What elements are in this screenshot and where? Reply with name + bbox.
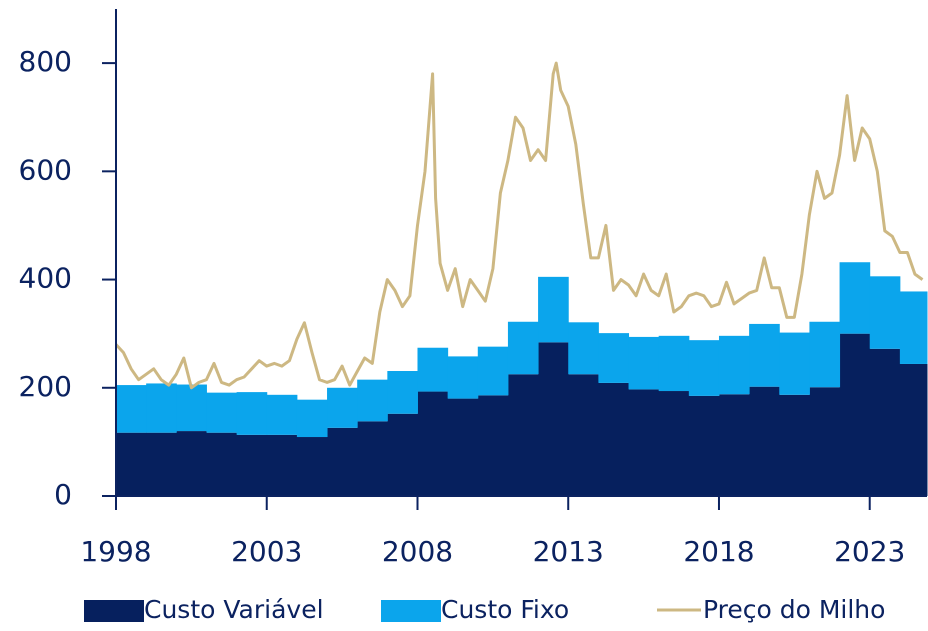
y-tick-label: 0 bbox=[54, 478, 72, 511]
x-tick-label: 1998 bbox=[80, 535, 151, 568]
area-step bbox=[658, 391, 690, 496]
area-step bbox=[507, 321, 539, 375]
x-tick-label: 2023 bbox=[834, 535, 905, 568]
area-step bbox=[357, 379, 388, 422]
y-tick-label: 400 bbox=[19, 262, 72, 295]
area-step bbox=[749, 323, 780, 387]
area-step bbox=[327, 387, 358, 428]
area-step bbox=[477, 346, 509, 396]
price-line bbox=[114, 61, 924, 390]
area-step bbox=[146, 383, 177, 433]
area-step bbox=[568, 374, 599, 496]
area-step bbox=[718, 335, 750, 395]
area-step bbox=[387, 371, 418, 414]
area-step bbox=[236, 392, 268, 435]
area-step bbox=[357, 421, 388, 496]
x-tick-label: 2013 bbox=[533, 535, 604, 568]
legend-swatch bbox=[381, 600, 441, 622]
area-step bbox=[146, 432, 177, 496]
area-step bbox=[477, 395, 509, 496]
area-step bbox=[628, 389, 660, 496]
area-step bbox=[116, 432, 147, 496]
area-step bbox=[507, 374, 539, 496]
area-step bbox=[296, 437, 328, 496]
legend-label: Custo Fixo bbox=[441, 595, 569, 624]
area-step bbox=[899, 363, 928, 496]
y-tick-label: 800 bbox=[19, 45, 72, 78]
x-tick-label: 2008 bbox=[382, 535, 453, 568]
legend-label: Custo Variável bbox=[144, 595, 324, 624]
area-step bbox=[628, 336, 660, 390]
area-step bbox=[176, 431, 207, 496]
area-step bbox=[266, 434, 298, 496]
area-step bbox=[447, 356, 479, 399]
area-step bbox=[809, 321, 841, 388]
area-step bbox=[749, 386, 780, 496]
area-step bbox=[598, 382, 630, 496]
y-tick-label: 200 bbox=[19, 370, 72, 403]
area-step bbox=[387, 413, 418, 496]
area-step bbox=[779, 332, 810, 395]
area-step bbox=[266, 394, 298, 435]
area-step bbox=[447, 398, 479, 496]
area-step bbox=[839, 333, 871, 496]
area-step bbox=[598, 333, 630, 383]
legend-swatch bbox=[84, 600, 144, 622]
area-step bbox=[538, 342, 569, 496]
area-step bbox=[869, 276, 901, 349]
legend-label: Preço do Milho bbox=[703, 595, 885, 624]
area-step bbox=[236, 434, 268, 496]
area-step bbox=[839, 262, 871, 334]
y-tick-label: 600 bbox=[19, 153, 72, 186]
area-step bbox=[176, 384, 207, 432]
area-step bbox=[206, 432, 238, 496]
area-step bbox=[327, 427, 358, 496]
area-step bbox=[869, 348, 901, 496]
area-step bbox=[688, 340, 720, 396]
area-step bbox=[296, 399, 328, 438]
x-tick-label: 2018 bbox=[683, 535, 754, 568]
area-step bbox=[658, 335, 690, 392]
area-step bbox=[417, 347, 449, 392]
area-step bbox=[779, 394, 810, 496]
area-step bbox=[417, 391, 449, 496]
area-step bbox=[116, 385, 147, 433]
x-tick-label: 2003 bbox=[231, 535, 302, 568]
area-step bbox=[568, 322, 599, 375]
area-step bbox=[718, 394, 750, 496]
area-step bbox=[538, 276, 569, 343]
area-step bbox=[206, 392, 238, 433]
area-step bbox=[688, 395, 720, 496]
area-step bbox=[899, 291, 928, 364]
area-step bbox=[809, 387, 841, 496]
